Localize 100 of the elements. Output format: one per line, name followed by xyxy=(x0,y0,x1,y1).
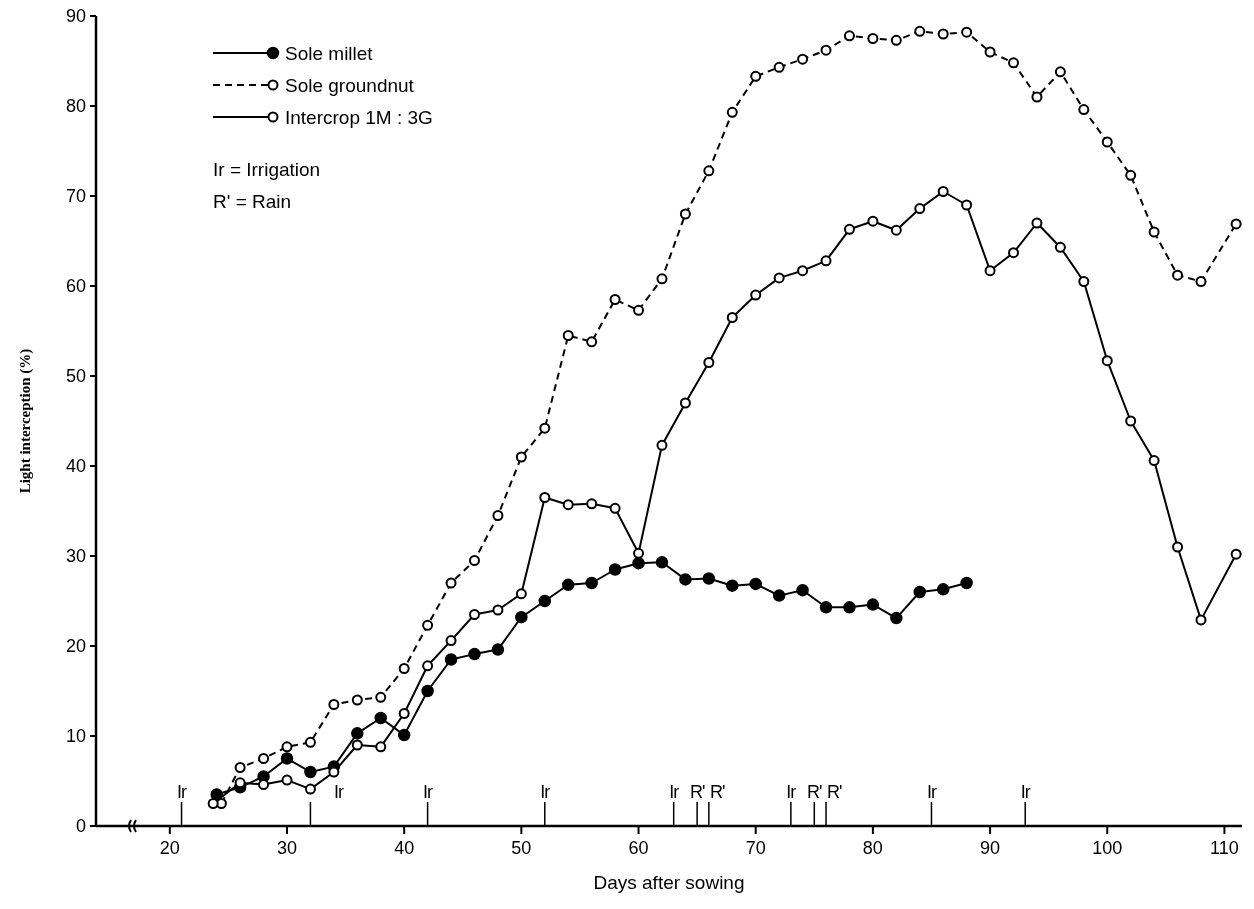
point xyxy=(773,61,785,73)
point xyxy=(586,336,598,348)
y-axis-title: Light interception (%) xyxy=(17,348,34,494)
ref-line-label: Ir xyxy=(786,782,797,802)
y-tick-label: 30 xyxy=(65,546,86,567)
annotation: Ir = Irrigation xyxy=(213,158,321,180)
point xyxy=(491,643,505,656)
point xyxy=(820,44,832,56)
x-tick-label: 70 xyxy=(745,838,766,858)
ref-line-label: Ir xyxy=(926,782,937,802)
point xyxy=(422,619,434,631)
point xyxy=(562,330,574,341)
ref-line-label: Ir xyxy=(669,782,680,802)
point xyxy=(984,265,996,277)
point xyxy=(280,752,294,765)
x-tick-label: 20 xyxy=(159,838,180,858)
legend-label: Sole groundnut xyxy=(285,74,415,96)
y-tick-label: 50 xyxy=(65,366,86,387)
point xyxy=(258,753,270,764)
point xyxy=(374,711,387,725)
point xyxy=(397,728,411,742)
y-tick-label: 90 xyxy=(65,6,86,27)
point xyxy=(492,510,504,521)
point xyxy=(351,694,363,706)
x-tick-label: 110 xyxy=(1210,838,1239,858)
point xyxy=(328,699,340,710)
point xyxy=(539,492,551,503)
point xyxy=(304,736,316,748)
ref-line-label: Ir xyxy=(423,782,434,802)
point xyxy=(445,577,457,589)
x-tick-label: 90 xyxy=(980,838,1001,858)
point xyxy=(702,572,716,585)
point xyxy=(961,199,973,211)
point xyxy=(234,762,246,773)
point xyxy=(468,609,480,620)
point xyxy=(1008,57,1019,69)
point xyxy=(772,589,786,602)
point xyxy=(703,165,715,177)
point xyxy=(1031,217,1043,229)
point xyxy=(351,739,363,751)
point xyxy=(1101,355,1113,367)
point xyxy=(797,265,809,277)
ref-line-label: R' xyxy=(827,782,843,802)
y-tick-label: 40 xyxy=(65,456,86,477)
point xyxy=(398,708,410,719)
point xyxy=(445,635,457,647)
point xyxy=(936,583,950,596)
point xyxy=(492,604,504,616)
point xyxy=(609,502,621,514)
point xyxy=(913,585,927,599)
point xyxy=(281,774,293,786)
point xyxy=(749,577,762,591)
point xyxy=(538,594,552,608)
point xyxy=(797,53,809,65)
point xyxy=(304,783,316,795)
point xyxy=(866,598,880,611)
point xyxy=(750,289,762,301)
point xyxy=(632,556,645,570)
point xyxy=(796,583,809,597)
x-tick-label: 100 xyxy=(1092,838,1123,858)
point xyxy=(1125,415,1137,427)
point xyxy=(843,30,855,42)
point xyxy=(351,727,364,740)
x-tick-label: 60 xyxy=(628,838,649,858)
annotation: R' = Rain xyxy=(213,190,292,212)
point xyxy=(608,563,622,576)
legend-label: Intercrop 1M : 3G xyxy=(285,106,433,128)
point xyxy=(726,579,739,592)
point xyxy=(422,660,434,672)
point xyxy=(515,451,527,463)
point xyxy=(561,578,575,592)
point xyxy=(679,397,691,409)
point xyxy=(1078,276,1090,287)
point xyxy=(515,610,528,624)
x-tick-label: 30 xyxy=(276,838,298,858)
point xyxy=(1172,541,1184,553)
point xyxy=(914,25,926,37)
point xyxy=(843,223,855,235)
point xyxy=(207,798,219,809)
point xyxy=(398,663,410,674)
point xyxy=(444,653,458,666)
legend-label: Sole millet xyxy=(285,42,374,64)
ref-line-label: R' xyxy=(709,782,725,802)
point xyxy=(304,765,317,779)
point xyxy=(679,208,691,220)
point xyxy=(890,224,902,236)
point xyxy=(1172,269,1184,281)
point xyxy=(773,272,785,284)
point xyxy=(375,691,387,703)
ref-line-label: Ir xyxy=(540,782,551,802)
point xyxy=(468,647,481,661)
point xyxy=(1230,548,1242,560)
point xyxy=(562,499,574,511)
point xyxy=(1148,226,1160,238)
point xyxy=(586,498,598,510)
point xyxy=(1008,247,1019,259)
point xyxy=(1195,614,1207,626)
y-tick-label: 80 xyxy=(65,96,86,117)
ref-line-label: Ir xyxy=(1020,782,1031,802)
y-tick-label: 20 xyxy=(65,636,86,657)
